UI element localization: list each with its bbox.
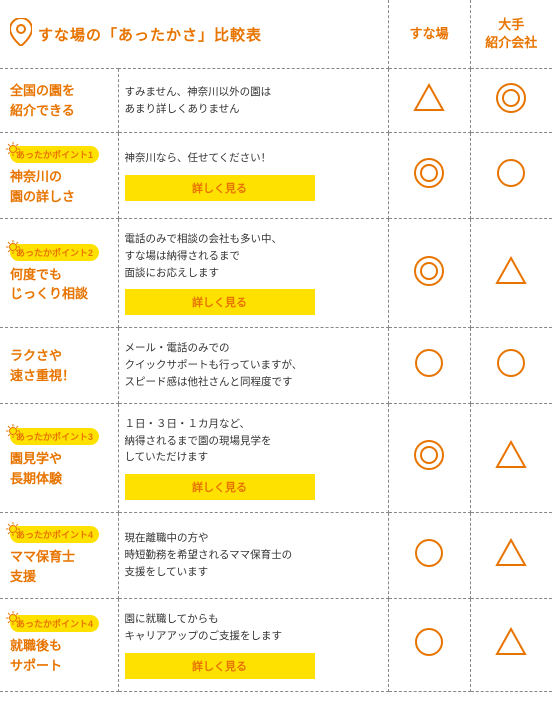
mark-triangle-icon: [494, 625, 528, 659]
mark-circle-icon: [494, 156, 528, 190]
mark-cell-a: [388, 513, 470, 599]
row-title-cell: 全国の園を 紹介できる: [0, 69, 118, 133]
row-desc: 園に就職してからも キャリアアップのご支援をします: [125, 611, 378, 645]
row-desc-cell: メール・電話のみでの クイックサポートも行っていますが、 スピード感は他社さんと…: [118, 328, 388, 403]
row-title: 全国の園を 紹介できる: [10, 83, 75, 118]
point-badge: あったかポイント4: [10, 526, 99, 543]
row-title-cell: あったかポイント3 園見学や 長期体験: [0, 403, 118, 512]
comparison-table: すな場の「あったかさ」比較表 すな場 大手 紹介会社 全国の園を 紹介できる すみ…: [0, 0, 552, 692]
mark-circle-icon: [412, 346, 446, 380]
mark-cell-b: [470, 599, 552, 692]
row-desc-cell: 園に就職してからも キャリアアップのご支援をします詳しく見る: [118, 599, 388, 692]
table-row: 全国の園を 紹介できる すみません、神奈川以外の園は あまり詳しくありません: [0, 69, 552, 133]
point-badge: あったかポイント3: [10, 428, 99, 445]
mark-triangle-icon: [494, 254, 528, 288]
badge-label: あったかポイント3: [16, 432, 93, 442]
column-header-a: すな場: [388, 0, 470, 69]
row-desc: 現在離職中の方や 時短勤務を希望されるママ保育士の 支援をしています: [125, 530, 378, 580]
row-desc: 電話のみで相談の会社も多い中、 すな場は納得されるまで 面談にお応えします: [125, 231, 378, 281]
row-title: ママ保育士 支援: [10, 549, 75, 584]
mark-cell-a: [388, 403, 470, 512]
row-desc-cell: 電話のみで相談の会社も多い中、 すな場は納得されるまで 面談にお応えします詳しく…: [118, 219, 388, 328]
mark-cell-a: [388, 133, 470, 219]
mark-cell-a: [388, 69, 470, 133]
detail-button[interactable]: 詳しく見る: [125, 474, 315, 500]
mark-cell-b: [470, 219, 552, 328]
row-title-cell: あったかポイント1 神奈川の 園の詳しさ: [0, 133, 118, 219]
row-desc: メール・電話のみでの クイックサポートも行っていますが、 スピード感は他社さんと…: [125, 340, 378, 390]
table-row: あったかポイント4 ママ保育士 支援 現在離職中の方や 時短勤務を希望されるママ保育…: [0, 513, 552, 599]
mark-double-icon: [412, 438, 446, 472]
badge-label: あったかポイント4: [16, 530, 93, 540]
mark-cell-a: [388, 599, 470, 692]
mark-double-icon: [412, 254, 446, 288]
mark-double-icon: [494, 81, 528, 115]
mark-circle-icon: [412, 625, 446, 659]
row-title: ラクさや 速さ重視！: [10, 348, 75, 383]
badge-label: あったかポイント4: [16, 619, 93, 629]
detail-button[interactable]: 詳しく見る: [125, 175, 315, 201]
row-desc: １日・３日・１カ月など、 納得されるまで園の現場見学を していただけます: [125, 416, 378, 466]
row-desc-cell: すみません、神奈川以外の園は あまり詳しくありません: [118, 69, 388, 133]
row-desc: すみません、神奈川以外の園は あまり詳しくありません: [125, 84, 378, 118]
mark-cell-b: [470, 69, 552, 133]
row-title-cell: あったかポイント4 就職後も サポート: [0, 599, 118, 692]
badge-label: あったかポイント2: [16, 248, 93, 258]
row-desc: 神奈川なら、任せてください！: [125, 150, 378, 167]
table-row: あったかポイント2何度でも じっくり相談電話のみで相談の会社も多い中、 すな場は…: [0, 219, 552, 328]
table-row: あったかポイント3 園見学や 長期体験 １日・３日・１カ月など、 納得されるまで園の…: [0, 403, 552, 512]
badge-label: あったかポイント1: [16, 150, 93, 160]
row-title: 就職後も サポート: [10, 638, 62, 673]
point-badge: あったかポイント1: [10, 146, 99, 163]
row-title-cell: ラクさや 速さ重視！: [0, 328, 118, 403]
row-title-cell: あったかポイント4 ママ保育士 支援: [0, 513, 118, 599]
mark-cell-a: [388, 219, 470, 328]
table-row: あったかポイント1 神奈川の 園の詳しさ 神奈川なら、任せてください！ 詳しく見る: [0, 133, 552, 219]
mark-circle-icon: [494, 346, 528, 380]
row-desc-cell: １日・３日・１カ月など、 納得されるまで園の現場見学を していただけます詳しく見…: [118, 403, 388, 512]
mark-cell-b: [470, 328, 552, 403]
row-desc-cell: 神奈川なら、任せてください！ 詳しく見る: [118, 133, 388, 219]
point-badge: あったかポイント4: [10, 615, 99, 632]
row-title: 何度でも じっくり相談: [10, 267, 88, 302]
table-title-cell: すな場の「あったかさ」比較表: [0, 0, 388, 69]
pin-icon: [10, 18, 32, 50]
table-title: すな場の「あったかさ」比較表: [38, 24, 262, 45]
table-row: ラクさや 速さ重視！ メール・電話のみでの クイックサポートも行っていますが、 ス…: [0, 328, 552, 403]
mark-double-icon: [412, 156, 446, 190]
column-header-b: 大手 紹介会社: [470, 0, 552, 69]
point-badge: あったかポイント2: [10, 244, 99, 261]
mark-cell-b: [470, 133, 552, 219]
row-desc-cell: 現在離職中の方や 時短勤務を希望されるママ保育士の 支援をしています: [118, 513, 388, 599]
mark-triangle-icon: [412, 81, 446, 115]
mark-circle-icon: [412, 536, 446, 570]
row-title-cell: あったかポイント2 何度でも じっくり相談: [0, 219, 118, 328]
row-title: 園見学や 長期体験: [10, 451, 62, 486]
mark-cell-a: [388, 328, 470, 403]
row-title: 神奈川の 園の詳しさ: [10, 169, 75, 204]
mark-triangle-icon: [494, 438, 528, 472]
mark-cell-b: [470, 513, 552, 599]
detail-button[interactable]: 詳しく見る: [125, 289, 315, 315]
mark-triangle-icon: [494, 536, 528, 570]
mark-cell-b: [470, 403, 552, 512]
detail-button[interactable]: 詳しく見る: [125, 653, 315, 679]
table-row: あったかポイント4 就職後も サポート 園に就職してからも キャリアアップのご支援を…: [0, 599, 552, 692]
